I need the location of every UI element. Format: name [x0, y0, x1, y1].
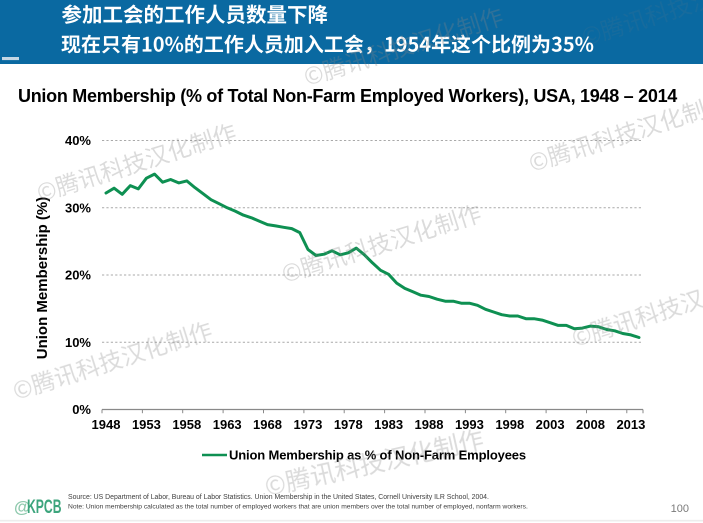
svg-text:1988: 1988	[415, 417, 444, 432]
svg-text:2008: 2008	[576, 417, 605, 432]
svg-text:10%: 10%	[65, 335, 91, 350]
svg-text:2003: 2003	[536, 417, 565, 432]
svg-text:1948: 1948	[92, 417, 121, 432]
svg-text:2013: 2013	[616, 417, 645, 432]
svg-text:1993: 1993	[455, 417, 484, 432]
svg-text:1998: 1998	[495, 417, 524, 432]
svg-text:1958: 1958	[172, 417, 201, 432]
svg-text:1963: 1963	[213, 417, 242, 432]
svg-text:20%: 20%	[65, 268, 91, 283]
svg-text:KPCB: KPCB	[27, 497, 62, 518]
svg-text:@: @	[14, 498, 31, 517]
svg-text:Source: US Department of Labor: Source: US Department of Labor, Bureau o…	[68, 494, 489, 501]
svg-text:1973: 1973	[293, 417, 322, 432]
svg-text:Union Membership (%): Union Membership (%)	[34, 197, 51, 360]
svg-text:1978: 1978	[334, 417, 363, 432]
svg-text:0%: 0%	[72, 402, 91, 417]
svg-text:1983: 1983	[374, 417, 403, 432]
svg-text:Union Membership (% of Total N: Union Membership (% of Total Non-Farm Em…	[18, 86, 677, 106]
svg-text:Note: Union membership calcula: Note: Union membership calculated as the…	[68, 503, 528, 510]
svg-text:100: 100	[671, 503, 689, 515]
svg-text:30%: 30%	[65, 200, 91, 215]
svg-text:40%: 40%	[65, 133, 91, 148]
svg-text:1953: 1953	[132, 417, 161, 432]
svg-text:1968: 1968	[253, 417, 282, 432]
